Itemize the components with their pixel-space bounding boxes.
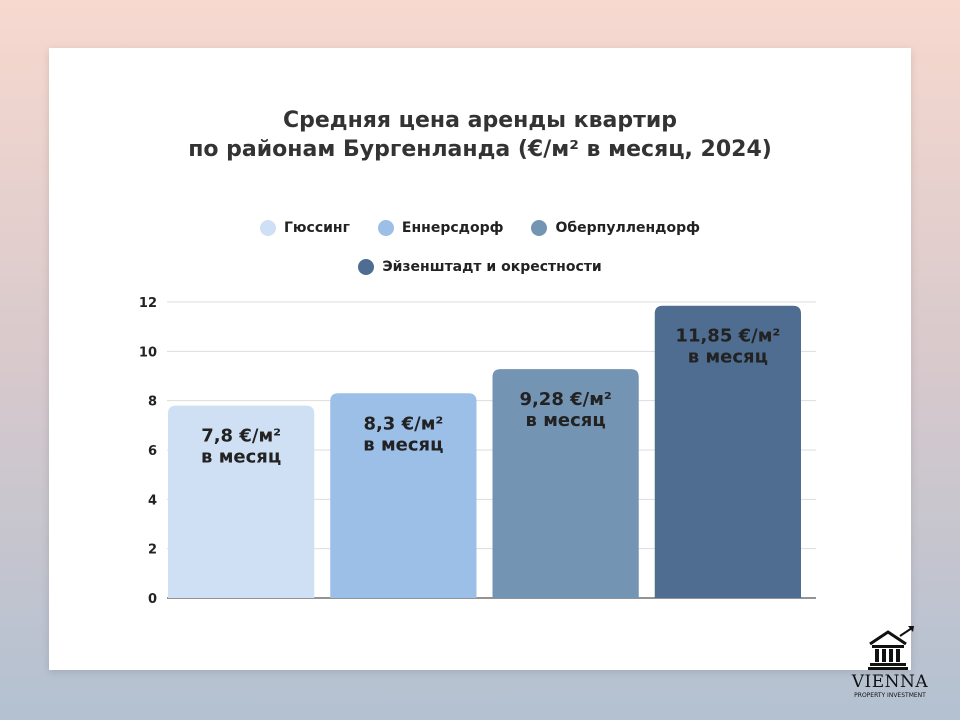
legend-item-eisenstadt: Эйзенштадт и окрестности	[358, 259, 602, 275]
chart-card: Средняя цена аренды квартир по районам Б…	[49, 48, 911, 670]
legend-swatch	[531, 220, 548, 236]
bar-data-label: 11,85 €/м²	[675, 326, 780, 347]
bar-data-label: в месяц	[201, 447, 281, 468]
vienna-logo: VIENNA PROPERTY INVESTMENT	[842, 626, 938, 702]
chart-title-line-2: по районам Бургенланда (€/м² в месяц, 20…	[188, 137, 772, 162]
bar	[330, 393, 477, 598]
bar-data-label: 8,3 €/м²	[363, 413, 443, 434]
legend-label: Эйзенштадт и окрестности	[382, 259, 602, 275]
bar-data-label: 9,28 €/м²	[519, 389, 611, 410]
chart-legend-row-2: Эйзенштадт и окрестности	[49, 259, 911, 275]
legend-item-gussing: Гюссинг	[259, 220, 350, 236]
chart-title: Средняя цена аренды квартир по районам Б…	[49, 106, 911, 164]
logo-subtitle: PROPERTY INVESTMENT	[854, 692, 926, 699]
y-tick-label: 8	[148, 395, 157, 410]
y-tick-label: 0	[148, 592, 157, 607]
legend-swatch	[377, 220, 394, 236]
bar	[654, 305, 801, 598]
y-tick-label: 10	[139, 345, 157, 360]
y-tick-label: 4	[148, 493, 157, 508]
y-tick-label: 6	[148, 444, 157, 459]
legend-label: Гюссинг	[283, 220, 350, 236]
legend-label: Оберпуллендорф	[555, 220, 700, 236]
y-tick-label: 12	[139, 296, 157, 311]
legend-item-jennersdorf: Еннерсдорф	[377, 220, 504, 236]
bar-data-label: в месяц	[688, 347, 768, 368]
legend-swatch	[259, 220, 276, 236]
bar-data-label: в месяц	[363, 434, 443, 455]
bar-data-label: 7,8 €/м²	[201, 426, 281, 447]
legend-item-oberpullendorf: Оберпуллендорф	[531, 220, 700, 236]
logo-wordmark: VIENNA	[851, 672, 929, 692]
y-tick-label: 2	[148, 543, 157, 558]
bar	[492, 369, 639, 598]
building-icon	[868, 626, 914, 670]
chart-title-line-1: Средняя цена аренды квартир	[282, 108, 678, 133]
legend-swatch	[358, 259, 375, 275]
legend-label: Еннерсдорф	[401, 220, 504, 236]
bar	[168, 405, 315, 598]
chart-legend: Гюссинг Еннерсдорф Оберпуллендорф	[49, 220, 911, 236]
bar-data-label: в месяц	[526, 410, 606, 431]
